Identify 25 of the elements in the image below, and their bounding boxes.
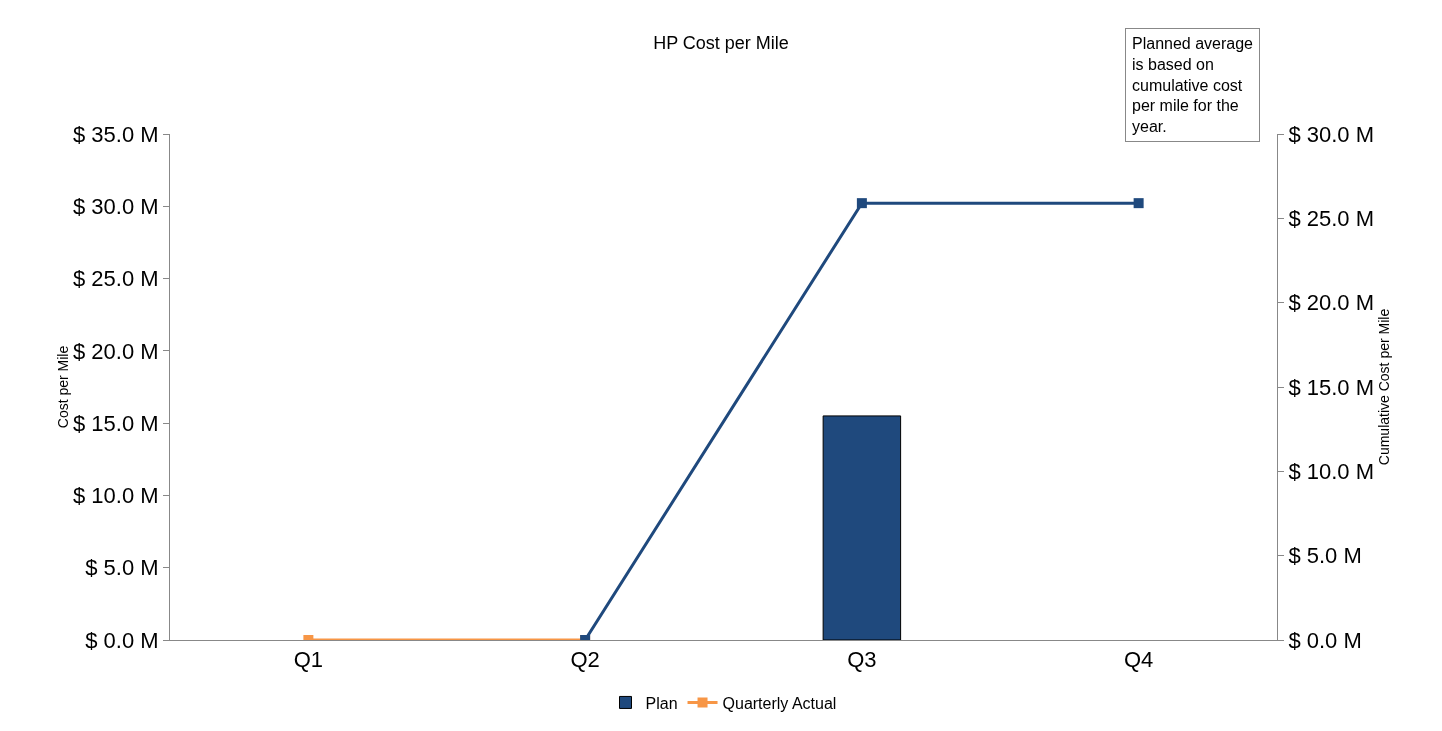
y-tick-label: $ 20.0 M [72, 338, 159, 364]
y2-tick-label: $ 25.0 M [1288, 206, 1375, 232]
y-tick-label: $ 25.0 M [72, 266, 159, 292]
y-tick-label: $ 5.0 M [85, 555, 159, 581]
x-tick-label: Q4 [1123, 647, 1154, 673]
y-tick-label: $ 0.0 M [85, 627, 159, 653]
legend-label: Plan [645, 694, 678, 712]
y-tick-label: $ 35.0 M [72, 121, 159, 147]
y2-tick-label: $ 10.0 M [1288, 459, 1375, 485]
y2-axis-title: Cumulative Cost per Mile [1376, 308, 1393, 466]
y2-tick-label: $ 30.0 M [1288, 121, 1375, 147]
y2-tick-label: $ 0.0 M [1288, 627, 1362, 653]
annotation: Planned average is based on cumulative cost per mile for the year. [1132, 35, 1254, 136]
legend-label: Quarterly Actual [722, 694, 837, 712]
y-axis-title: Cost per Mile [54, 345, 71, 429]
y-tick-label: $ 30.0 M [72, 193, 159, 219]
y-tick-label: $ 15.0 M [72, 410, 159, 436]
y2-tick-label: $ 5.0 M [1288, 543, 1362, 569]
x-tick-label: Q1 [293, 647, 324, 673]
chart-title: HP Cost per Mile [653, 33, 789, 54]
y2-tick-label: $ 20.0 M [1288, 290, 1375, 316]
x-tick-label: Q3 [847, 647, 877, 673]
y2-tick-label: $ 15.0 M [1288, 374, 1375, 400]
y-tick-label: $ 10.0 M [72, 483, 159, 509]
x-tick-label: Q2 [570, 647, 600, 673]
